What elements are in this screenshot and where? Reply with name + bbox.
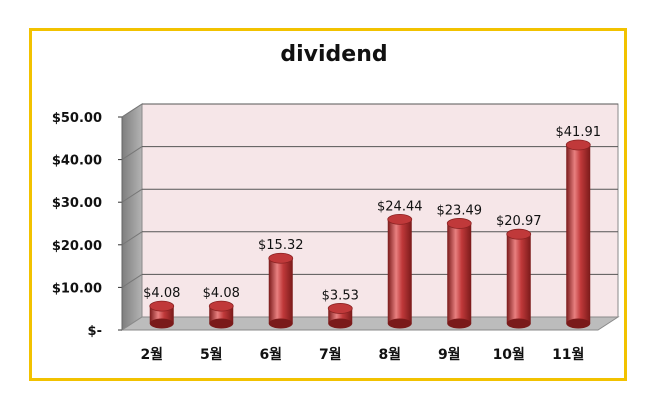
bar-top: [268, 252, 294, 264]
data-label: $24.44: [377, 199, 423, 214]
bar-top: [208, 300, 234, 312]
bar-top: [327, 303, 353, 314]
bar-top: [446, 218, 472, 229]
y-tick-label: $10.00: [52, 281, 102, 296]
y-tick-label: $-: [88, 324, 102, 339]
bar-base: [328, 318, 353, 329]
bar-base: [566, 318, 591, 329]
data-label: $41.91: [556, 125, 602, 140]
x-tick-label: 7월: [319, 346, 342, 363]
x-tick-label: 11월: [552, 346, 584, 363]
bar: [268, 252, 294, 329]
floor: [120, 316, 620, 331]
data-label: $3.53: [322, 288, 359, 303]
bar-base: [268, 318, 293, 329]
gridline-side: [121, 146, 143, 161]
chart-title: dividend: [280, 42, 388, 67]
gridline-side: [121, 103, 143, 118]
bar-base: [209, 318, 234, 329]
bar-top: [565, 139, 591, 151]
data-label: $4.08: [143, 286, 180, 301]
bar: [506, 228, 532, 329]
gridline-side: [121, 188, 143, 203]
bar-body: [506, 234, 531, 324]
bar-top: [387, 213, 413, 225]
x-tick-label: 9월: [438, 346, 461, 363]
side-wall: [121, 103, 143, 331]
bar-base: [506, 318, 531, 329]
x-tick-label: 10월: [493, 346, 525, 363]
bar-top: [506, 228, 532, 240]
x-tick-label: 2월: [140, 346, 163, 363]
y-tick-label: $20.00: [52, 239, 102, 254]
data-label: $4.08: [203, 286, 240, 301]
bar: [446, 218, 472, 329]
bar-base: [447, 318, 472, 329]
y-tick-label: $30.00: [52, 196, 102, 211]
y-tick-label: $40.00: [52, 154, 102, 169]
data-label: $15.32: [258, 238, 304, 253]
gridline-side: [121, 273, 143, 288]
data-label: $23.49: [437, 203, 483, 218]
bar-body: [566, 144, 591, 324]
bar: [208, 300, 234, 329]
x-tick-label: 5월: [200, 346, 223, 363]
x-tick-label: 8월: [378, 346, 401, 363]
bar-top: [149, 300, 175, 312]
bar-body: [447, 223, 472, 324]
bar-base: [149, 318, 174, 329]
bar: [327, 303, 353, 329]
bar-body: [387, 219, 412, 324]
bar-base: [387, 318, 412, 329]
bar: [149, 300, 175, 329]
gridline-side: [121, 231, 143, 246]
y-tick-label: $50.00: [52, 111, 102, 126]
x-tick-label: 6월: [259, 346, 282, 363]
data-label: $20.97: [496, 214, 542, 229]
bar: [387, 213, 413, 329]
bar-body: [268, 258, 293, 324]
bar: [565, 139, 591, 329]
